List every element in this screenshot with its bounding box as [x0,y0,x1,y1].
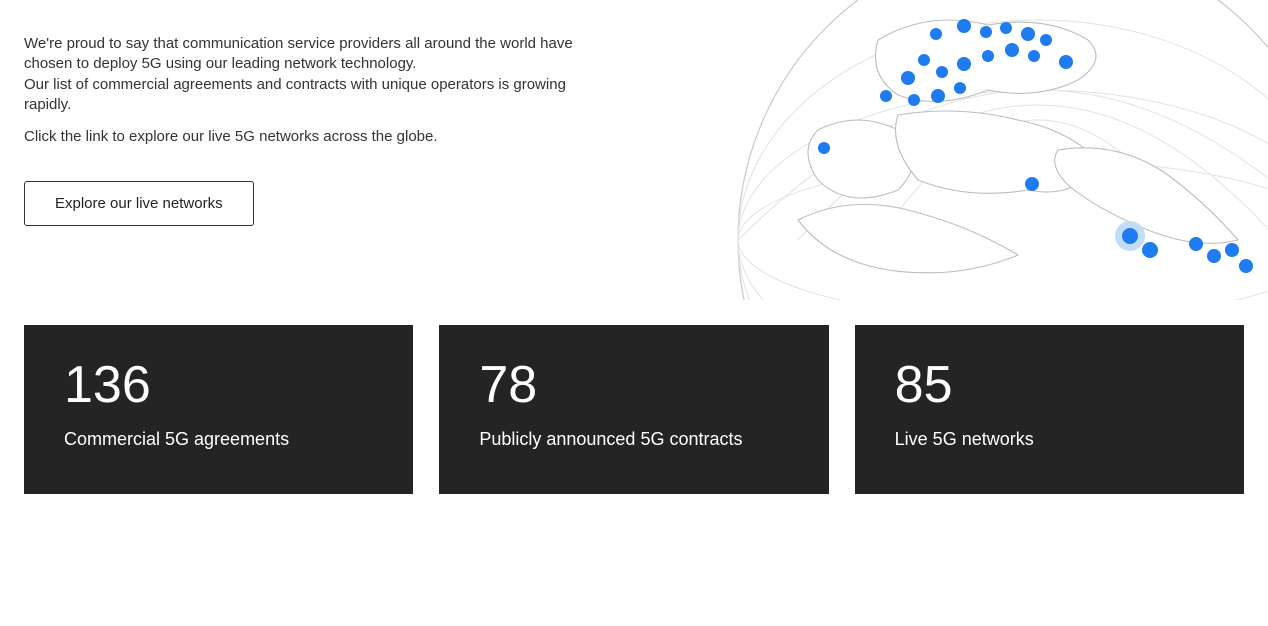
stat-label: Publicly announced 5G contracts [479,429,788,450]
intro-paragraph-1: We're proud to say that communication se… [24,34,584,115]
network-location-dot [1059,55,1073,69]
network-location-dot [1239,259,1253,273]
stat-card-live-networks: 85 Live 5G networks [855,325,1244,494]
network-location-dot [1021,27,1035,41]
intro-paragraph-2: Click the link to explore our live 5G ne… [24,127,584,147]
network-location-dot [982,50,994,62]
explore-networks-button[interactable]: Explore our live networks [24,181,254,226]
network-location-dot [1028,50,1040,62]
stat-value: 136 [64,359,373,411]
network-location-dot [818,142,830,154]
network-location-dot [1000,22,1012,34]
network-location-dot [901,71,915,85]
network-location-dot [918,54,930,66]
network-location-dot [930,28,942,40]
network-location-dot [1040,34,1052,46]
globe-illustration [728,0,1268,300]
network-location-dot [1005,43,1019,57]
stat-card-contracts: 78 Publicly announced 5G contracts [439,325,828,494]
globe-icon [728,0,1268,300]
stat-card-agreements: 136 Commercial 5G agreements [24,325,413,494]
network-location-dot [931,89,945,103]
network-location-dot [957,57,971,71]
stat-value: 85 [895,359,1204,411]
network-location-dot [957,19,971,33]
network-location-dot [1225,243,1239,257]
stats-row: 136 Commercial 5G agreements 78 Publicly… [24,325,1244,494]
page-root: We're proud to say that communication se… [0,0,1268,626]
network-location-dot [1142,242,1158,258]
network-location-dot [1122,228,1138,244]
network-location-dot [980,26,992,38]
stat-label: Commercial 5G agreements [64,429,373,450]
network-location-dot [936,66,948,78]
network-location-dot [954,82,966,94]
network-location-dot [880,90,892,102]
stat-value: 78 [479,359,788,411]
network-location-dot [908,94,920,106]
network-location-dot [1025,177,1039,191]
network-location-dot [1207,249,1221,263]
intro-block: We're proud to say that communication se… [24,34,584,226]
network-location-dot [1189,237,1203,251]
stat-label: Live 5G networks [895,429,1204,450]
